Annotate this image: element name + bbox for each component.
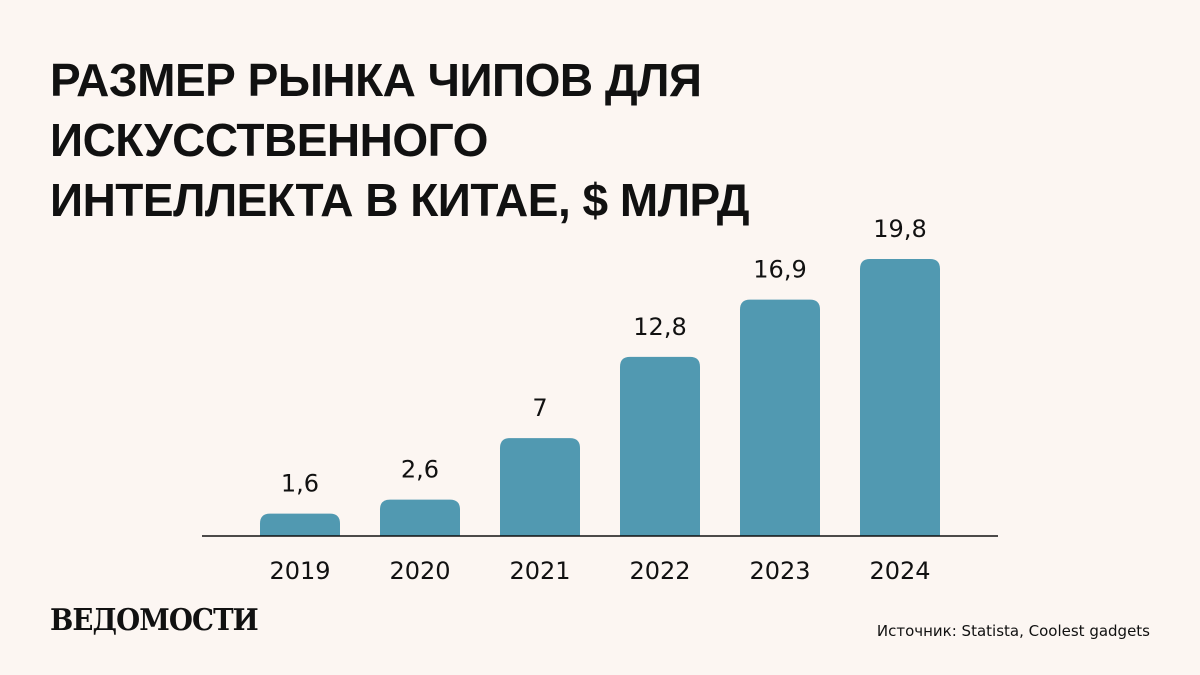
- bar-2024: [860, 259, 940, 536]
- data-label-2021: 7: [532, 394, 547, 422]
- x-tick-label-2024: 2024: [869, 557, 930, 585]
- vedomosti-logo: ВЕДОМОСТИ: [50, 603, 259, 638]
- bar-2023: [740, 299, 820, 536]
- bar-2021: [500, 438, 580, 536]
- data-label-2023: 16,9: [753, 256, 806, 284]
- chart-title: РАЗМЕР РЫНКА ЧИПОВ ДЛЯ ИСКУССТВЕННОГО ИН…: [50, 50, 1150, 230]
- x-tick-label-2021: 2021: [509, 557, 570, 585]
- x-tick-label-2020: 2020: [389, 557, 450, 585]
- data-label-2019: 1,6: [281, 470, 319, 498]
- bar-2022: [620, 356, 700, 536]
- x-tick-label-2023: 2023: [749, 557, 810, 585]
- bar-2019: [260, 513, 340, 536]
- chart-title-line-1: РАЗМЕР РЫНКА ЧИПОВ ДЛЯ ИСКУССТВЕННОГО: [50, 54, 702, 166]
- data-label-2024: 19,8: [873, 215, 926, 243]
- data-label-2020: 2,6: [401, 456, 439, 484]
- bars-group: 1,6 2019 2,6 2020 7 2021 12,8 2022 16,9 2023 19,8 2…: [260, 215, 940, 585]
- bar-2020: [380, 499, 460, 536]
- data-label-2022: 12,8: [633, 313, 686, 341]
- source-note: Источник: Statista, Coolest gadgets: [876, 622, 1150, 640]
- chart-title-line-2: ИНТЕЛЛЕКТА В КИТАЕ, $ МЛРД: [50, 174, 750, 226]
- x-tick-label-2019: 2019: [269, 557, 330, 585]
- x-tick-label-2022: 2022: [629, 557, 690, 585]
